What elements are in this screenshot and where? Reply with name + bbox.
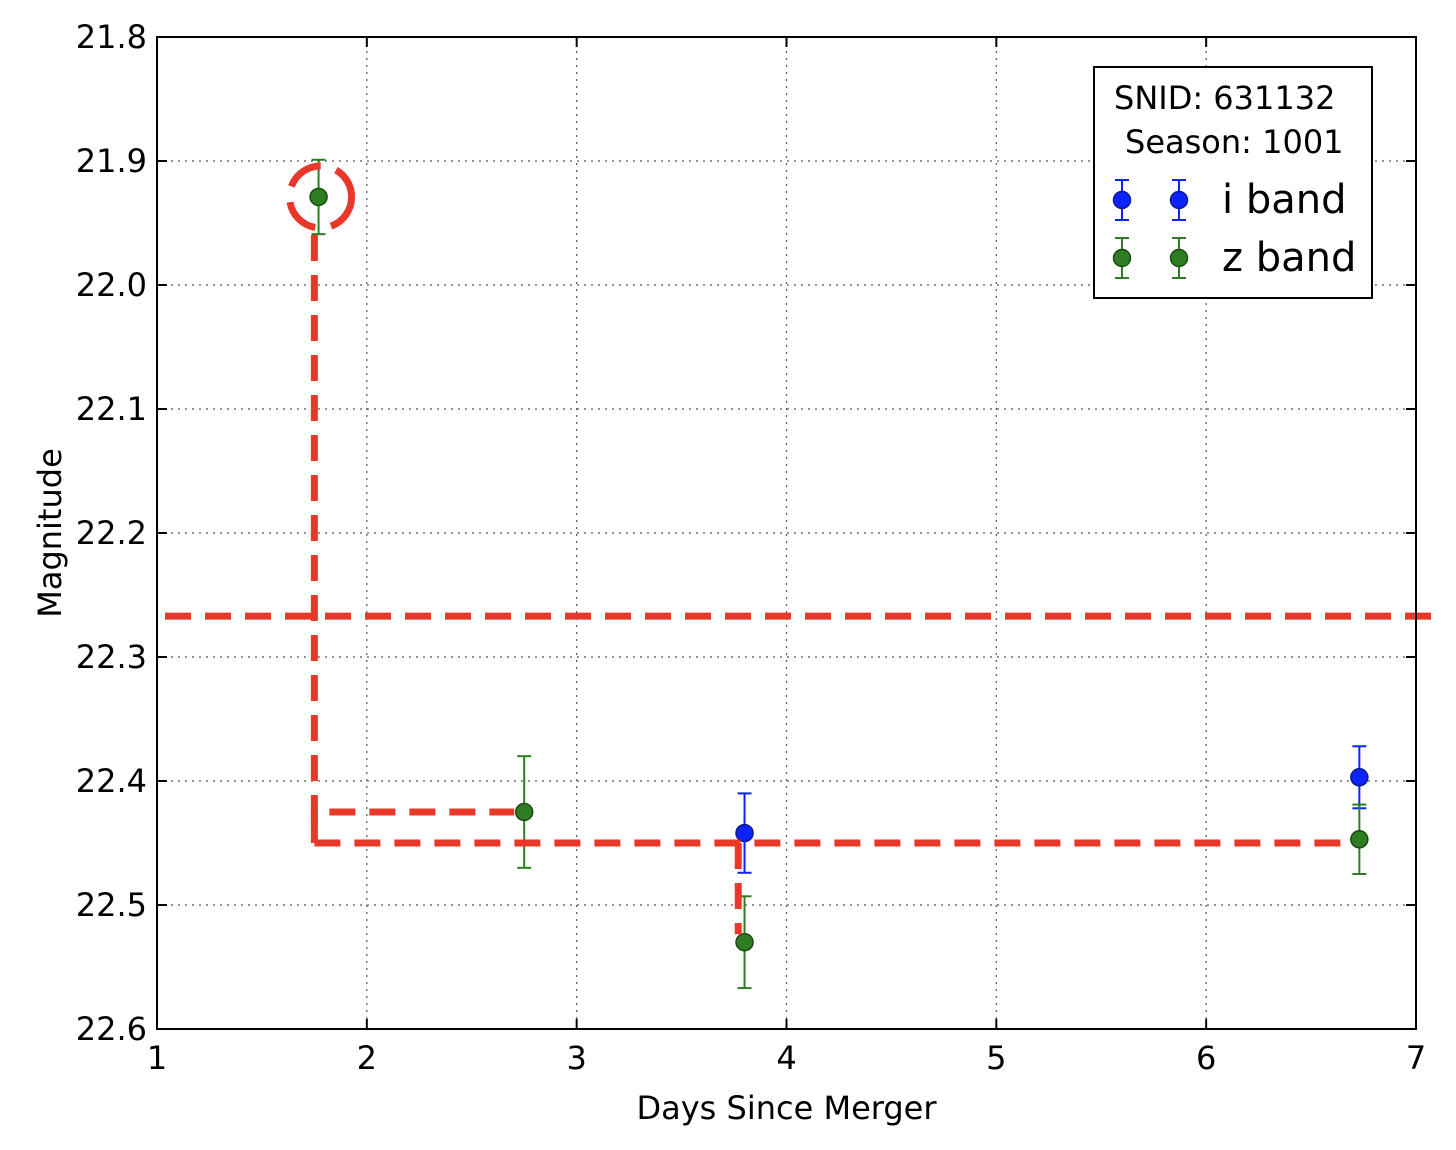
red-annotations (165, 162, 1440, 935)
y-tick-label: 21.8 (76, 18, 147, 56)
red-dashed-circle (286, 162, 356, 232)
data-point (735, 823, 754, 843)
y-tick-label: 22.3 (76, 638, 147, 676)
y-tick-label: 22.1 (76, 390, 147, 428)
legend-box (1093, 66, 1373, 299)
legend-marker (1112, 190, 1132, 210)
y-tick-label: 22.2 (76, 514, 147, 552)
legend-marker (1112, 248, 1132, 268)
data-point (1350, 830, 1369, 849)
legend-marker (1169, 248, 1189, 268)
data-points (309, 187, 1369, 952)
red-dashed-bracket (310, 808, 515, 837)
x-tick-label: 6 (1196, 1039, 1216, 1077)
x-tick-label: 5 (986, 1039, 1006, 1077)
legend-title-season: Season: 1001 (1125, 123, 1344, 161)
y-tick-label: 22.5 (76, 886, 147, 924)
x-tick-label: 7 (1406, 1039, 1426, 1077)
data-point (1350, 768, 1369, 787)
legend-title-snid: SNID: 631132 (1114, 79, 1335, 117)
y-tick-label: 22.6 (76, 1010, 147, 1048)
x-tick-label: 2 (357, 1039, 377, 1077)
y-axis-ticks: 21.8 21.9 22.0 22.1 22.2 22.3 22.4 22.5 22.6 (76, 18, 1416, 1048)
data-point (735, 932, 754, 952)
legend-marker (1169, 190, 1189, 210)
x-axis-ticks: 1 2 3 4 5 6 7 (147, 37, 1426, 1077)
legend-label: z band (1222, 235, 1356, 281)
y-tick-label: 21.9 (76, 142, 147, 180)
y-tick-label: 22.0 (76, 266, 147, 304)
x-tick-label: 4 (776, 1039, 796, 1077)
x-tick-label: 3 (566, 1039, 586, 1077)
x-tick-label: 1 (147, 1039, 167, 1077)
legend-label: i band (1222, 177, 1346, 223)
data-point (514, 802, 534, 822)
legend: SNID: 631132 Season: 1001 i band z band (1093, 66, 1373, 299)
data-point (309, 187, 328, 207)
y-axis-label: Magnitude (31, 448, 69, 618)
legend-entries: i band z band (1112, 177, 1356, 281)
x-axis-label: Days Since Merger (636, 1089, 937, 1127)
y-tick-label: 22.4 (76, 762, 147, 800)
grid-lines (157, 37, 1416, 1029)
